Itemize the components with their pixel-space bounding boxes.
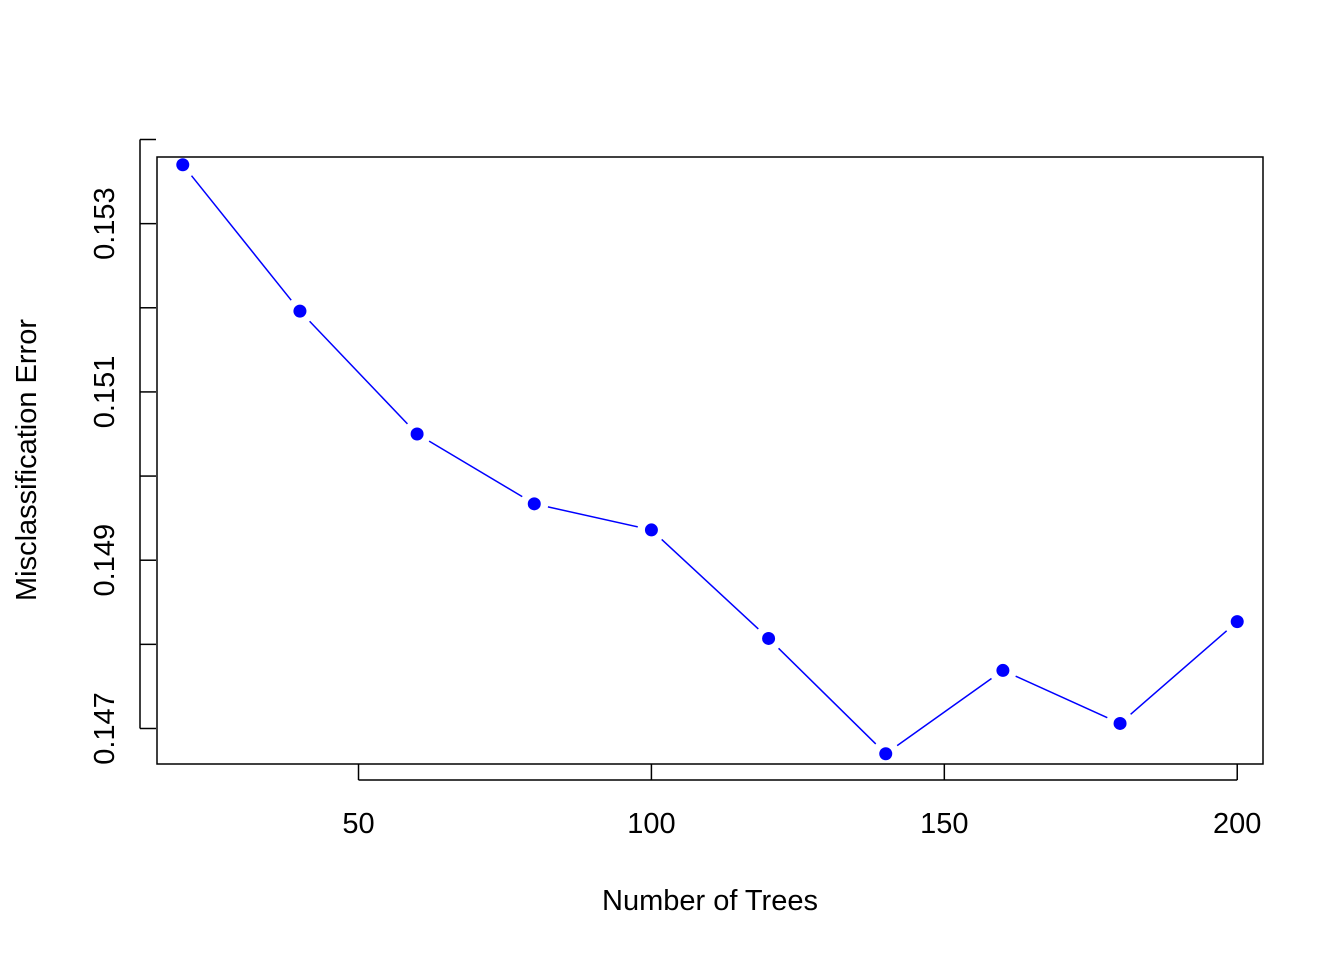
x-axis: 50 100 150 200: [342, 764, 1261, 840]
series-segment: [428, 440, 523, 498]
series-segment: [1130, 630, 1228, 715]
series-segment: [896, 677, 992, 747]
x-tick-label: 50: [342, 808, 374, 840]
data-point: [1113, 716, 1127, 730]
data-point: [293, 304, 307, 318]
data-point: [644, 523, 658, 537]
data-point: [1230, 615, 1244, 629]
series-segment: [547, 506, 638, 528]
data-point: [996, 663, 1010, 677]
data-point: [176, 158, 190, 172]
x-tick-label: 100: [627, 808, 675, 840]
y-axis-title: Misclassification Error: [11, 319, 43, 601]
data-point: [527, 497, 541, 511]
data-point: [762, 631, 776, 645]
series-segment: [190, 175, 292, 301]
x-tick-label: 200: [1213, 808, 1261, 840]
series-line: [190, 175, 1228, 747]
y-tick-label: 0.151: [89, 356, 121, 429]
series-segment: [309, 320, 408, 425]
y-tick-label: 0.153: [89, 187, 121, 260]
series-segment: [778, 647, 877, 745]
y-axis: 0.147 0.149 0.151 0.153: [89, 138, 156, 765]
data-point: [879, 747, 893, 761]
y-tick-label: 0.149: [89, 524, 121, 597]
y-tick-label: 0.147: [89, 692, 121, 765]
plot-frame: [156, 156, 1264, 765]
x-tick-label: 150: [920, 808, 968, 840]
series-segment: [1015, 675, 1108, 719]
x-axis-title: Number of Trees: [602, 885, 818, 917]
series-segment: [661, 538, 759, 630]
data-point: [410, 427, 424, 441]
series-points: [176, 158, 1244, 761]
